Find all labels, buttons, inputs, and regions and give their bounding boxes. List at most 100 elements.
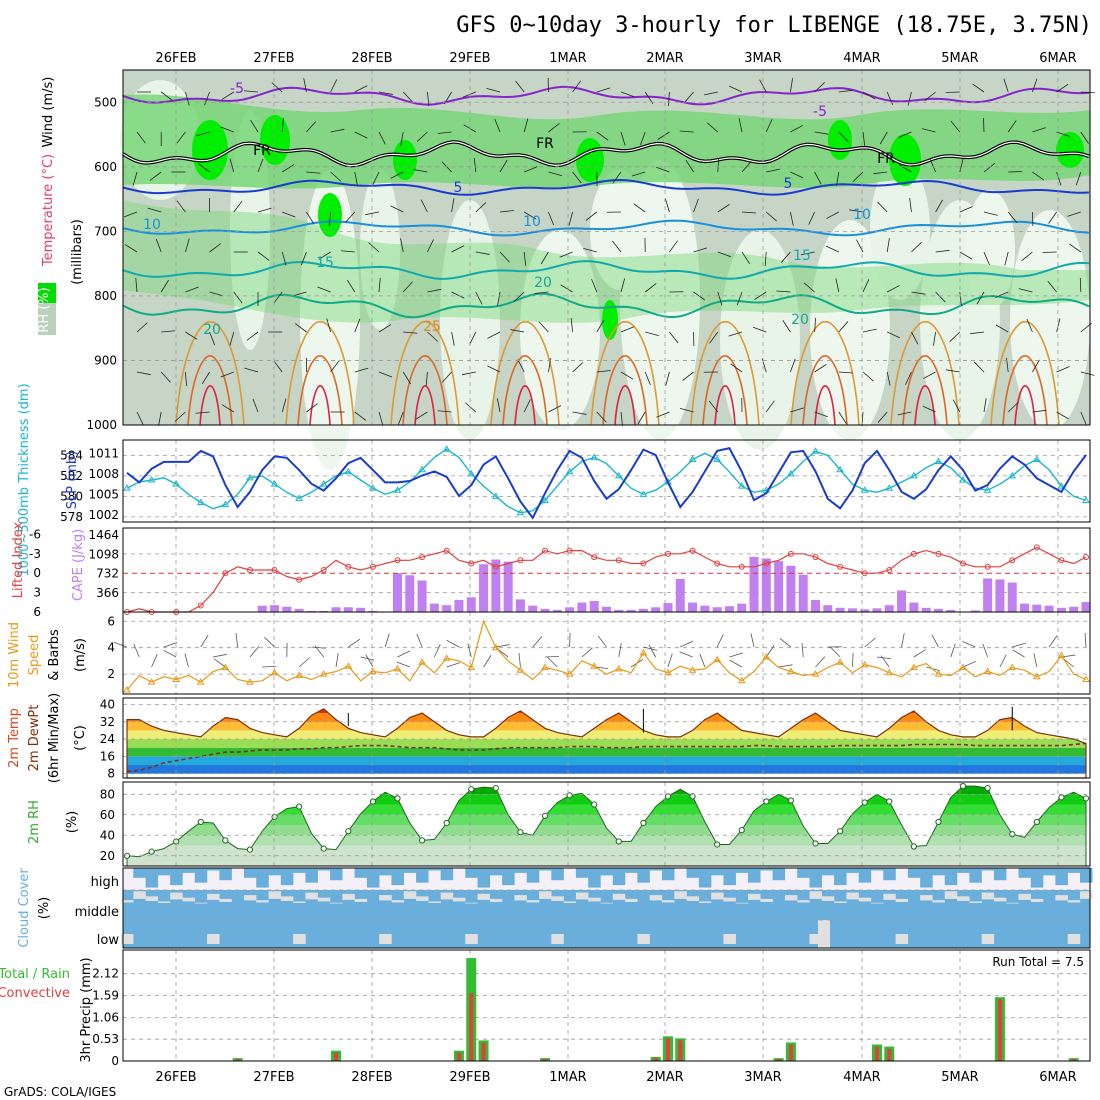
precip-convective-bar [469,993,474,1061]
wind-barb [201,371,210,385]
temp-contour-25 [590,321,660,426]
temp-contour-25 [285,321,355,426]
wind-barb [354,131,368,139]
wind-barb [1056,366,1070,373]
cloud-mid-gap [858,897,872,902]
temp-outline [126,708,1087,779]
lifted-index-line-point [369,563,376,570]
wind-barb [664,198,670,213]
pressure-tick: 700 [94,224,117,238]
rh-point [1033,818,1040,826]
wind-barb [1056,411,1069,420]
wind-barb [1056,83,1069,93]
surface-wind-barb [384,633,390,648]
cloud-high-cell [588,868,601,888]
contour-label: 5 [784,176,793,192]
wind-barb [862,328,877,333]
thickness-line-point [639,490,648,497]
rh-point [197,818,204,826]
cape-bar [454,599,464,612]
cloud-mid-gap [563,901,577,903]
lifted-index-line-point [222,570,229,577]
wind-barb [949,331,961,343]
wind-barb [517,359,525,373]
cloud-mid-gap [883,893,896,900]
thickness-line-point [565,467,574,475]
thickness-line-point [442,445,451,452]
cloud-mid-gap [330,902,343,904]
wind-barb [1069,243,1082,253]
isotherm-10 [122,219,1090,237]
wind-barb [496,398,501,413]
dewpoint-line [126,742,1087,773]
wind-barb [935,291,946,303]
rh-point [418,837,426,844]
wind-barb [704,91,718,96]
lifted-index-line-point [566,547,573,554]
cloud-mid-gap [539,891,552,899]
temp-contour-30 [297,355,343,426]
cloud-high-cell [330,868,343,881]
cape-bar [638,608,648,612]
precip-convective-bar [874,1046,879,1061]
cape-bar [724,606,734,612]
wind-axis-label: Wind (m/s) [41,77,56,148]
rh-point [345,828,352,835]
wind-barb [1075,171,1082,186]
wind-barb [330,79,338,93]
surface-wind-barb [249,646,260,658]
rh-point [246,846,254,853]
thickness-line-point [393,486,402,493]
cape-tick: 366 [96,586,119,600]
cloud-mid-gap [207,893,220,900]
lifted-index-line-point [1058,557,1065,564]
wind-speed-line-point [737,676,746,684]
cloud-mid-gap [440,892,454,900]
surface-wind-barb [597,635,607,648]
temp-contour-35 [514,385,536,426]
wind-barb [149,171,162,181]
wind-speed-line-point [541,663,549,671]
cloud-high-cell [539,868,552,871]
cloud-mid-gap [293,901,306,903]
cloud-mid-gap [243,895,257,901]
lifted-index-line-point [640,560,647,567]
thickness-axis-label: 1000~500mb Thickness (dm) [17,383,32,576]
precip-tick: 1.59 [92,989,119,1003]
surface-wind-barb [397,650,411,658]
top-date-tick: 29FEB [449,51,490,66]
rh-point [812,840,819,847]
contour-label: 10 [143,217,161,233]
wind-barb [852,171,864,183]
temp-contour-35 [614,385,636,426]
rh-point [1082,795,1090,802]
wind-barb [995,324,1009,333]
wind-barb [1018,288,1033,293]
cape-bar [663,603,673,612]
cape-bar [528,605,538,612]
wind-barb [929,158,936,173]
rh-shade-area [870,160,930,300]
cloud-high-cell [219,868,232,881]
wind-speed-line-point [811,670,820,677]
wind-barb [669,331,679,344]
wind-barb [250,119,259,133]
surface-wind-barb [446,662,461,668]
wind-barb [973,361,985,373]
wind-barb [209,331,215,346]
cloud-mid-gap [969,901,982,903]
surface-wind-barb [880,655,890,668]
rh-point [222,837,229,844]
surface-wind-barb [434,644,441,658]
slp-axis-label: SLP (mb) [65,451,80,510]
cape-bar [909,602,919,612]
surface-wind-barb [750,633,755,648]
lifted-index-line-point [542,547,549,554]
wind-barb [572,362,584,373]
lifted-index-line-point [492,563,499,570]
rh-point [591,801,598,808]
temp-band [127,765,1086,774]
cloud-mid-gap [1006,902,1019,904]
cloud-high-cell [883,868,896,881]
run-total-label: Run Total = 7.5 [992,955,1084,969]
